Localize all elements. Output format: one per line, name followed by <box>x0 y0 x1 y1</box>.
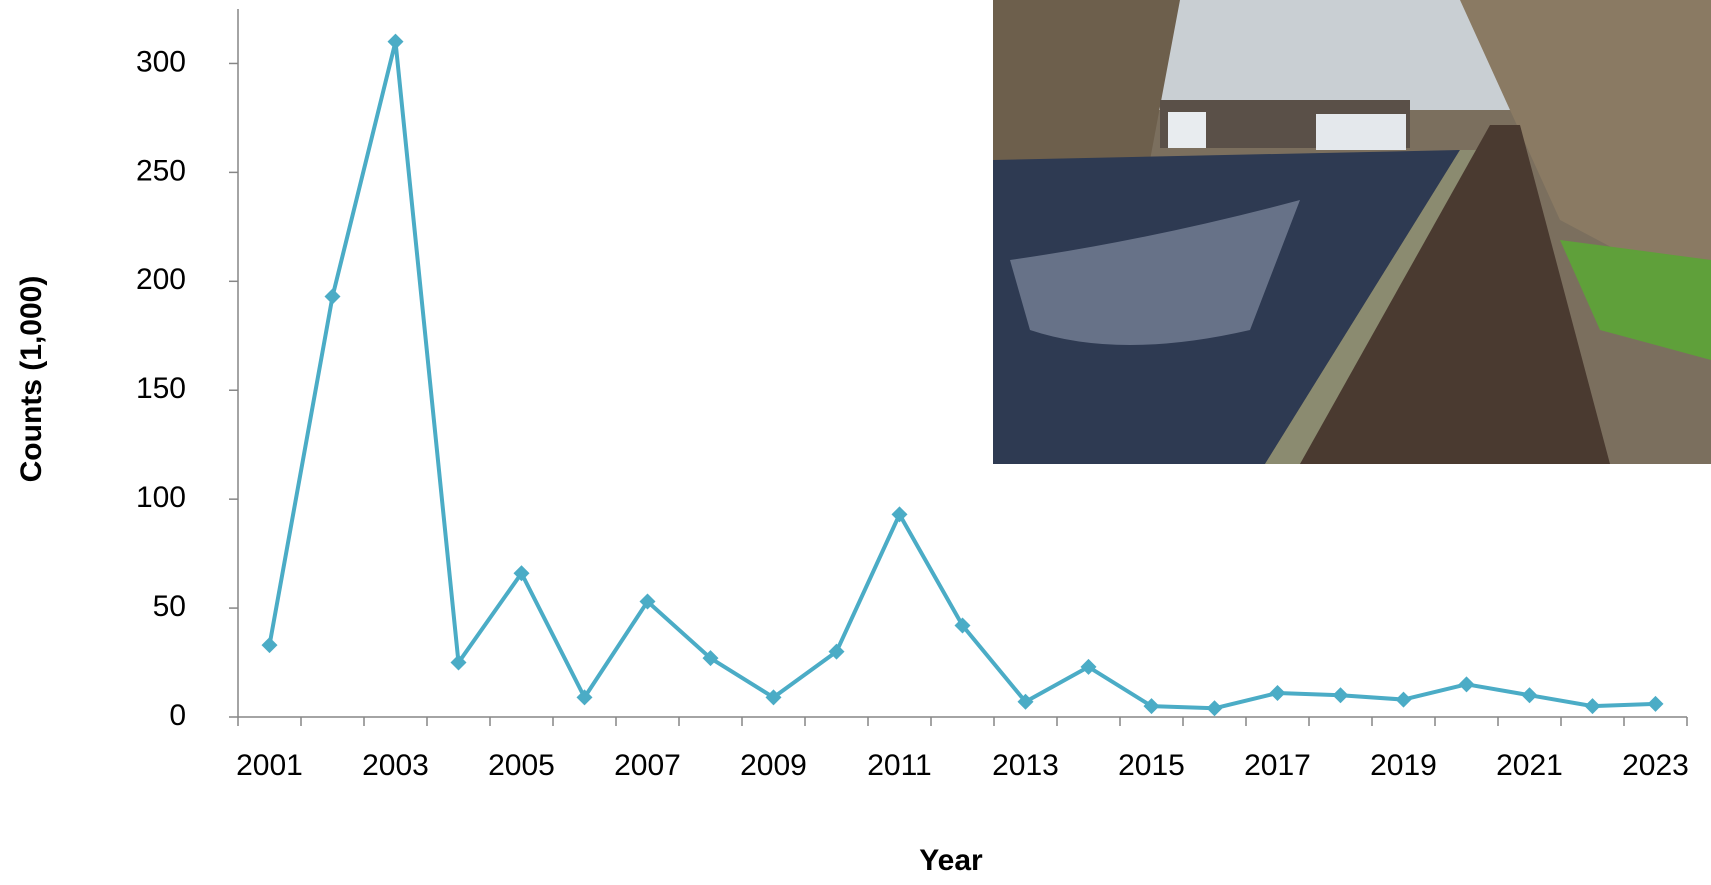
x-tick-label: 2015 <box>1118 749 1185 782</box>
y-tick-label: 150 <box>136 372 186 405</box>
data-point <box>1080 658 1097 675</box>
data-point <box>1206 700 1223 717</box>
data-point <box>1647 695 1664 712</box>
data-point <box>1332 687 1349 704</box>
photo-trees-right <box>1460 0 1711 300</box>
data-point <box>513 565 530 582</box>
data-point <box>1395 691 1412 708</box>
y-tick-label: 300 <box>136 45 186 78</box>
y-tick-label: 100 <box>136 481 186 514</box>
x-tick-label: 2007 <box>614 749 681 782</box>
y-tick-label: 50 <box>153 590 186 623</box>
x-axis-title: Year <box>919 844 983 877</box>
data-point <box>891 506 908 523</box>
data-point <box>576 689 593 706</box>
x-tick-label: 2011 <box>867 749 932 782</box>
data-point <box>828 643 845 660</box>
data-point <box>1269 685 1286 702</box>
photo-spillway <box>1316 114 1406 150</box>
photo <box>993 0 1711 464</box>
x-tick-label: 2019 <box>1370 749 1437 782</box>
data-point <box>639 593 656 610</box>
data-point <box>450 654 467 671</box>
data-point <box>324 288 341 305</box>
photo-foam <box>1010 200 1300 345</box>
data-point <box>702 650 719 667</box>
x-tick-label: 2001 <box>236 749 303 782</box>
data-point <box>1017 693 1034 710</box>
data-point <box>1143 698 1160 715</box>
data-point <box>954 617 971 634</box>
photo-trees-left <box>993 0 1180 170</box>
data-point <box>261 637 278 654</box>
data-point <box>387 33 404 50</box>
data-point <box>1521 687 1538 704</box>
y-tick-label: 200 <box>136 263 186 296</box>
x-tick-label: 2017 <box>1244 749 1311 782</box>
y-tick-label: 250 <box>136 154 186 187</box>
data-point <box>765 689 782 706</box>
x-tick-label: 2021 <box>1496 749 1563 782</box>
y-axis-title: Counts (1,000) <box>15 276 48 483</box>
photo-spillway <box>1168 112 1206 148</box>
x-tick-label: 2009 <box>740 749 807 782</box>
photo-grass <box>1560 240 1711 360</box>
data-point <box>1458 676 1475 693</box>
x-tick-label: 2005 <box>488 749 555 782</box>
y-tick-label: 0 <box>169 699 186 732</box>
x-tick-label: 2023 <box>1622 749 1689 782</box>
x-tick-label: 2013 <box>992 749 1059 782</box>
x-tick-label: 2003 <box>362 749 429 782</box>
data-point <box>1584 698 1601 715</box>
photo-fishway <box>1300 125 1610 464</box>
